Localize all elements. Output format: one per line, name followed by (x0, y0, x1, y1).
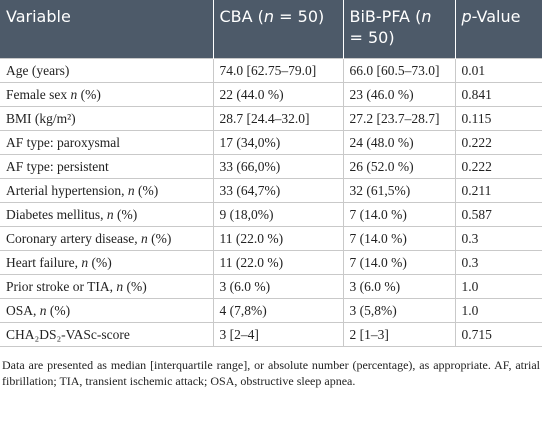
text-run: (%) (147, 230, 172, 246)
table-cell: Prior stroke or TIA, n (%) (0, 274, 214, 299)
table-row: Age (years) 74.0 [62.75–79.0] 66.0 [60.5–7… (0, 58, 542, 83)
table-cell: 3 (5,8%) (342, 298, 456, 323)
table-cell: 0.715 (454, 322, 542, 347)
text-run: -Value (471, 7, 521, 26)
text-run: OSA, (6, 302, 40, 318)
text-run: n (127, 182, 135, 198)
text-run: (%) (123, 278, 147, 294)
table-row: AF type: paroxysmal 17 (34,0%) 24 (48.0 %)… (0, 130, 542, 155)
table-cell: 3 [2–4] (212, 322, 344, 347)
table-row: BMI (kg/m²) 28.7 [24.4–32.0] 27.2 [23.7–28… (0, 106, 542, 131)
text-run: n (106, 206, 114, 222)
table-cell: CHA₂DS₂-VASc-score (0, 322, 214, 347)
table-cell: 0.222 (454, 130, 542, 155)
text-run: BiB-PFA ( (349, 7, 422, 26)
table-cell: Female sex n (%) (0, 82, 214, 107)
table-cell: Coronary artery disease, n (%) (0, 226, 214, 251)
table-cell: 11 (22.0 %) (212, 250, 344, 275)
table-cell: 23 (46.0 %) (342, 82, 456, 107)
table-cell: 17 (34,0%) (212, 130, 344, 155)
table-cell: 2 [1–3] (342, 322, 456, 347)
table-header: Variable CBA (n = 50) BiB-PFA (n = 50) p-Va… (0, 0, 542, 59)
header-cell: Variable (0, 0, 213, 59)
table-row: CHA₂DS₂-VASc-score 3 [2–4] 2 [1–3] 0.715 (0, 322, 542, 347)
table-row: Heart failure, n (%) 11 (22.0 %) 7 (14.0 %… (0, 250, 542, 275)
table-row: Arterial hypertension, n (%) 33 (64,7%) 32… (0, 178, 542, 203)
table-row: OSA, n (%) 4 (7,8%) 3 (5,8%) 1.0 (0, 298, 542, 323)
table-cell: 9 (18,0%) (212, 202, 344, 227)
table-cell: 0.01 (454, 58, 542, 83)
table-cell: 0.211 (454, 178, 542, 203)
table-cell: Diabetes mellitus, n (%) (0, 202, 214, 227)
table-cell: AF type: paroxysmal (0, 130, 214, 155)
table-cell: 22 (44.0 %) (212, 82, 344, 107)
table-cell: 7 (14.0 %) (342, 250, 456, 275)
text-run: CBA ( (219, 7, 264, 26)
text-run: n (81, 254, 89, 270)
header-cell: p-Value (454, 0, 542, 59)
table-cell: 3 (6.0 %) (212, 274, 344, 299)
text-run: p (461, 7, 472, 26)
table-cell: 0.3 (454, 250, 542, 275)
text-run: (%) (77, 86, 101, 102)
table-cell: Arterial hypertension, n (%) (0, 178, 214, 203)
table-cell: 24 (48.0 %) (342, 130, 456, 155)
text-run: n (70, 86, 78, 102)
table-body: Age (years) 74.0 [62.75–79.0] 66.0 [60.5–7… (0, 58, 542, 347)
table-cell: 0.222 (454, 154, 542, 179)
table: Variable CBA (n = 50) BiB-PFA (n = 50) p-Va… (0, 0, 542, 347)
text-run: Prior stroke or TIA, (6, 278, 117, 294)
text-run: n (263, 7, 275, 26)
text-run: Diabetes mellitus, (6, 206, 107, 222)
footnote: Data are presented as median [interquart… (2, 358, 540, 388)
text-run: (%) (46, 302, 71, 318)
table-cell: Age (years) (0, 58, 214, 83)
table-cell: 66.0 [60.5–73.0] (342, 58, 456, 83)
text-run: (%) (134, 182, 159, 198)
table-row: Prior stroke or TIA, n (%) 3 (6.0 %) 3 (6.… (0, 274, 542, 299)
table-cell: 33 (64,7%) (212, 178, 344, 203)
header-row: Variable CBA (n = 50) BiB-PFA (n = 50) p-Va… (0, 0, 542, 59)
table-cell: AF type: persistent (0, 154, 214, 179)
table-cell: OSA, n (%) (0, 298, 214, 323)
header-cell: CBA (n = 50) (212, 0, 343, 59)
table-cell: 11 (22.0 %) (212, 226, 344, 251)
text-run: Arterial hypertension, (6, 182, 128, 198)
table-cell: BMI (kg/m²) (0, 106, 214, 131)
table-cell: 1.0 (454, 298, 542, 323)
table-row: Diabetes mellitus, n (%) 9 (18,0%) 7 (14.0… (0, 202, 542, 227)
text-run: Coronary artery disease, (6, 230, 141, 246)
table-cell: Heart failure, n (%) (0, 250, 214, 275)
table-cell: 7 (14.0 %) (342, 202, 456, 227)
text-run: n (421, 7, 432, 26)
table-cell: 33 (66,0%) (212, 154, 344, 179)
table-cell: 0.3 (454, 226, 542, 251)
table-cell: 26 (52.0 %) (342, 154, 456, 179)
table-cell: 0.587 (454, 202, 542, 227)
table-cell: 27.2 [23.7–28.7] (342, 106, 456, 131)
table-cell: 0.841 (454, 82, 542, 107)
text-run: n (39, 302, 47, 318)
table-cell: 28.7 [24.4–32.0] (212, 106, 344, 131)
table-row: Female sex n (%) 22 (44.0 %) 23 (46.0 %) 0.… (0, 82, 542, 107)
table-cell: 7 (14.0 %) (342, 226, 456, 251)
text-run: (%) (113, 206, 138, 222)
text-run: Heart failure, (6, 254, 82, 270)
text-run: Female sex (6, 86, 71, 102)
table-cell: 1.0 (454, 274, 542, 299)
text-run: (%) (88, 254, 112, 270)
table-cell: 32 (61,5%) (342, 178, 456, 203)
text-run: n (116, 278, 124, 294)
table-row: Coronary artery disease, n (%) 11 (22.0 %… (0, 226, 542, 251)
table-row: AF type: persistent 33 (66,0%) 26 (52.0 %)… (0, 154, 542, 179)
table-cell: 3 (6.0 %) (342, 274, 456, 299)
text-run: n (140, 230, 148, 246)
table-cell: 0.115 (454, 106, 542, 131)
text-run: = 50) (274, 7, 325, 26)
table-cell: 4 (7,8%) (212, 298, 344, 323)
header-cell: BiB-PFA (n = 50) (342, 0, 455, 59)
table-cell: 74.0 [62.75–79.0] (212, 58, 344, 83)
text-run: = 50) (349, 28, 395, 47)
